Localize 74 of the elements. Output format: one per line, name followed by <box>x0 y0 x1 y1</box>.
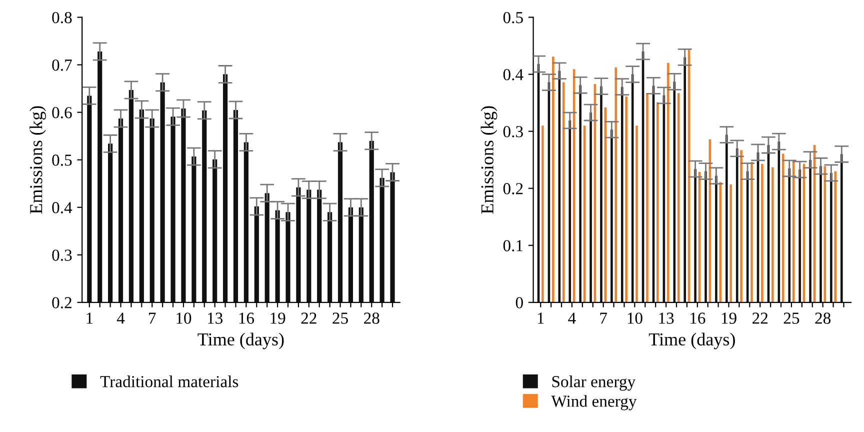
x-tick-label: 1 <box>538 312 544 324</box>
bar <box>614 67 618 302</box>
x-tick-label: 22 <box>301 312 316 324</box>
bar <box>590 112 592 302</box>
bar <box>798 170 801 302</box>
y-tick-label: 0.7 <box>52 60 72 71</box>
x-tick-label: 22 <box>752 312 768 324</box>
bar <box>684 57 686 302</box>
y-tick-label: 0.1 <box>503 240 523 252</box>
x-axis-title: Time (days) <box>198 332 284 350</box>
bar <box>646 93 648 302</box>
bar <box>704 171 707 302</box>
bar <box>694 168 696 302</box>
bar <box>771 167 774 302</box>
x-tick-label: 25 <box>784 312 800 324</box>
bar <box>736 148 738 302</box>
y-tick-label: 0.5 <box>503 12 523 24</box>
x-tick-label: 28 <box>364 312 380 324</box>
y-tick-label: 0.8 <box>52 12 72 24</box>
bar <box>673 82 676 302</box>
bar <box>809 160 812 302</box>
y-tick-label: 0.3 <box>503 126 523 138</box>
y-tick-label: 0.6 <box>52 107 72 118</box>
legend-label: Solar energy <box>552 376 636 391</box>
x-tick-label: 10 <box>628 312 642 324</box>
x-tick-label: 10 <box>176 312 192 324</box>
bar <box>719 182 722 302</box>
bar <box>625 96 628 302</box>
bar <box>830 172 832 302</box>
x-tick-label: 28 <box>815 312 831 324</box>
bar <box>666 62 670 302</box>
x-tick-label: 1 <box>86 312 93 324</box>
y-tick-label: 0.5 <box>52 154 72 166</box>
bar <box>636 126 638 302</box>
y-tick-label: 0.3 <box>52 250 72 261</box>
bar <box>552 56 554 302</box>
y-tick-label: 0.4 <box>503 69 524 80</box>
y-axis-title: Emissions (kg) <box>30 106 46 214</box>
bar <box>740 150 742 302</box>
x-tick-label: 13 <box>208 312 223 324</box>
bar <box>834 171 837 302</box>
bar <box>620 86 624 302</box>
bar <box>579 85 582 302</box>
x-tick-label: 13 <box>659 312 674 324</box>
x-tick-label: 7 <box>149 312 156 324</box>
legend-label: Traditional materials <box>100 376 238 388</box>
y-tick-label: 0.2 <box>52 297 72 308</box>
x-tick-label: 19 <box>270 312 286 324</box>
bar <box>726 134 728 302</box>
bar <box>568 120 572 302</box>
bar <box>730 184 732 302</box>
x-tick-label: 16 <box>239 312 254 324</box>
x-tick-label: 19 <box>722 312 736 324</box>
x-axis-title: Time (days) <box>648 332 735 350</box>
y-axis-title: Emissions (kg) <box>480 106 498 214</box>
x-tick-label: 7 <box>600 312 608 324</box>
y-tick-label: 0 <box>516 297 523 308</box>
bar <box>610 130 613 302</box>
legend-label: Wind energy <box>551 395 637 410</box>
bar <box>656 102 659 302</box>
bar <box>750 162 753 302</box>
y-tick-label: 0.4 <box>52 202 72 214</box>
x-tick-label: 16 <box>690 312 706 324</box>
bar <box>788 168 791 302</box>
bar <box>542 126 544 302</box>
y-tick-label: 0.2 <box>503 183 523 194</box>
bar <box>840 154 843 302</box>
bar <box>715 176 718 302</box>
bar <box>820 166 822 302</box>
bar <box>761 164 764 302</box>
x-tick-label: 25 <box>332 312 348 324</box>
x-tick-label: 4 <box>568 312 576 324</box>
bar <box>600 86 602 302</box>
x-tick-label: 4 <box>116 312 125 324</box>
